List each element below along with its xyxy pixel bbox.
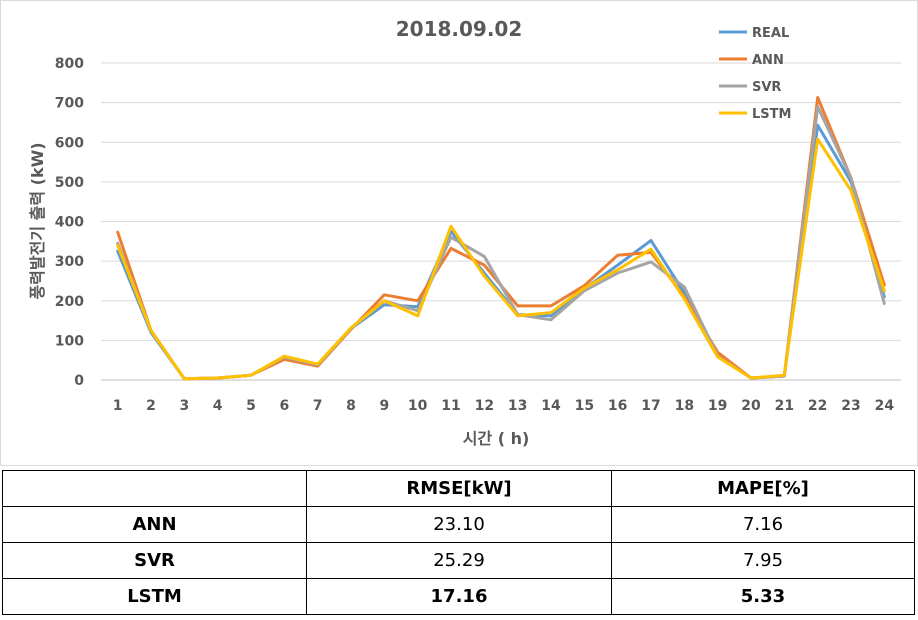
table-row: SVR 25.29 7.95	[2, 542, 915, 579]
x-tick-label: 22	[808, 398, 827, 414]
y-tick-label: 800	[55, 56, 84, 72]
table-header-cell: MAPE[%]	[611, 470, 915, 507]
y-axis-ticks: 0 100 200 300 400 500 600 700 800	[55, 56, 84, 389]
x-tick-label: 21	[775, 398, 794, 414]
x-tick-label: 10	[408, 398, 428, 414]
rmse-cell: 23.10	[306, 506, 612, 543]
x-tick-label: 5	[246, 398, 256, 414]
x-tick-label: 11	[441, 398, 460, 414]
y-tick-label: 0	[74, 373, 84, 389]
mape-cell: 7.16	[611, 506, 915, 543]
table-header-row: RMSE[kW] MAPE[%]	[2, 470, 915, 507]
x-tick-label: 16	[608, 398, 627, 414]
y-tick-label: 600	[55, 135, 84, 151]
y-tick-label: 300	[55, 254, 84, 270]
legend-label-real: REAL	[752, 26, 789, 41]
series-lines	[116, 96, 886, 381]
table-header-cell	[2, 470, 307, 507]
series-line-lstm	[116, 137, 886, 381]
x-tick-label: 7	[313, 398, 323, 414]
x-axis-ticks: 1 2 3 4 5 6 7 8 9 10 11 12 13 14 15 16 17 18 19 20 21 22 23 24	[113, 398, 895, 414]
y-tick-label: 200	[55, 294, 84, 310]
x-tick-label: 12	[475, 398, 494, 414]
model-name-cell: ANN	[2, 506, 307, 543]
x-tick-label: 9	[379, 398, 389, 414]
rmse-cell: 17.16	[306, 578, 612, 615]
x-tick-label: 17	[641, 398, 660, 414]
series-line-ann	[116, 96, 886, 381]
x-tick-label: 23	[841, 398, 860, 414]
legend-label-lstm: LSTM	[752, 107, 791, 122]
x-tick-label: 14	[541, 398, 561, 414]
x-tick-label: 15	[575, 398, 594, 414]
x-tick-label: 19	[708, 398, 727, 414]
x-tick-label: 1	[113, 398, 123, 414]
y-tick-label: 100	[55, 333, 84, 349]
x-tick-label: 2	[146, 398, 156, 414]
series-line-svr	[116, 105, 886, 381]
x-tick-label: 3	[179, 398, 189, 414]
table-row: ANN 23.10 7.16	[2, 506, 915, 543]
x-tick-label: 8	[346, 398, 356, 414]
legend: REAL ANN SVR LSTM	[719, 26, 791, 122]
y-tick-label: 500	[55, 175, 84, 191]
legend-label-ann: ANN	[752, 53, 784, 68]
mape-cell: 7.95	[611, 542, 915, 579]
results-table: RMSE[kW] MAPE[%] ANN 23.10 7.16 SVR 25.2…	[2, 470, 915, 615]
x-tick-label: 4	[213, 398, 223, 414]
x-tick-label: 20	[741, 398, 761, 414]
table-header-cell: RMSE[kW]	[306, 470, 612, 507]
rmse-cell: 25.29	[306, 542, 612, 579]
y-tick-label: 700	[55, 96, 84, 112]
x-tick-label: 24	[875, 398, 895, 414]
chart-title: 2018.09.02	[396, 17, 523, 41]
legend-label-svr: SVR	[752, 80, 781, 95]
y-tick-label: 400	[55, 215, 84, 231]
gridlines	[101, 62, 901, 381]
x-tick-label: 6	[279, 398, 289, 414]
model-name-cell: LSTM	[2, 578, 307, 615]
x-tick-label: 18	[675, 398, 694, 414]
y-axis-label: 풍력발전기 출력 (kW)	[28, 142, 47, 299]
table-row: LSTM 17.16 5.33	[2, 578, 915, 615]
x-tick-label: 13	[508, 398, 527, 414]
x-axis-label: 시간 ( h)	[463, 429, 530, 448]
model-name-cell: SVR	[2, 542, 307, 579]
mape-cell: 5.33	[611, 578, 915, 615]
